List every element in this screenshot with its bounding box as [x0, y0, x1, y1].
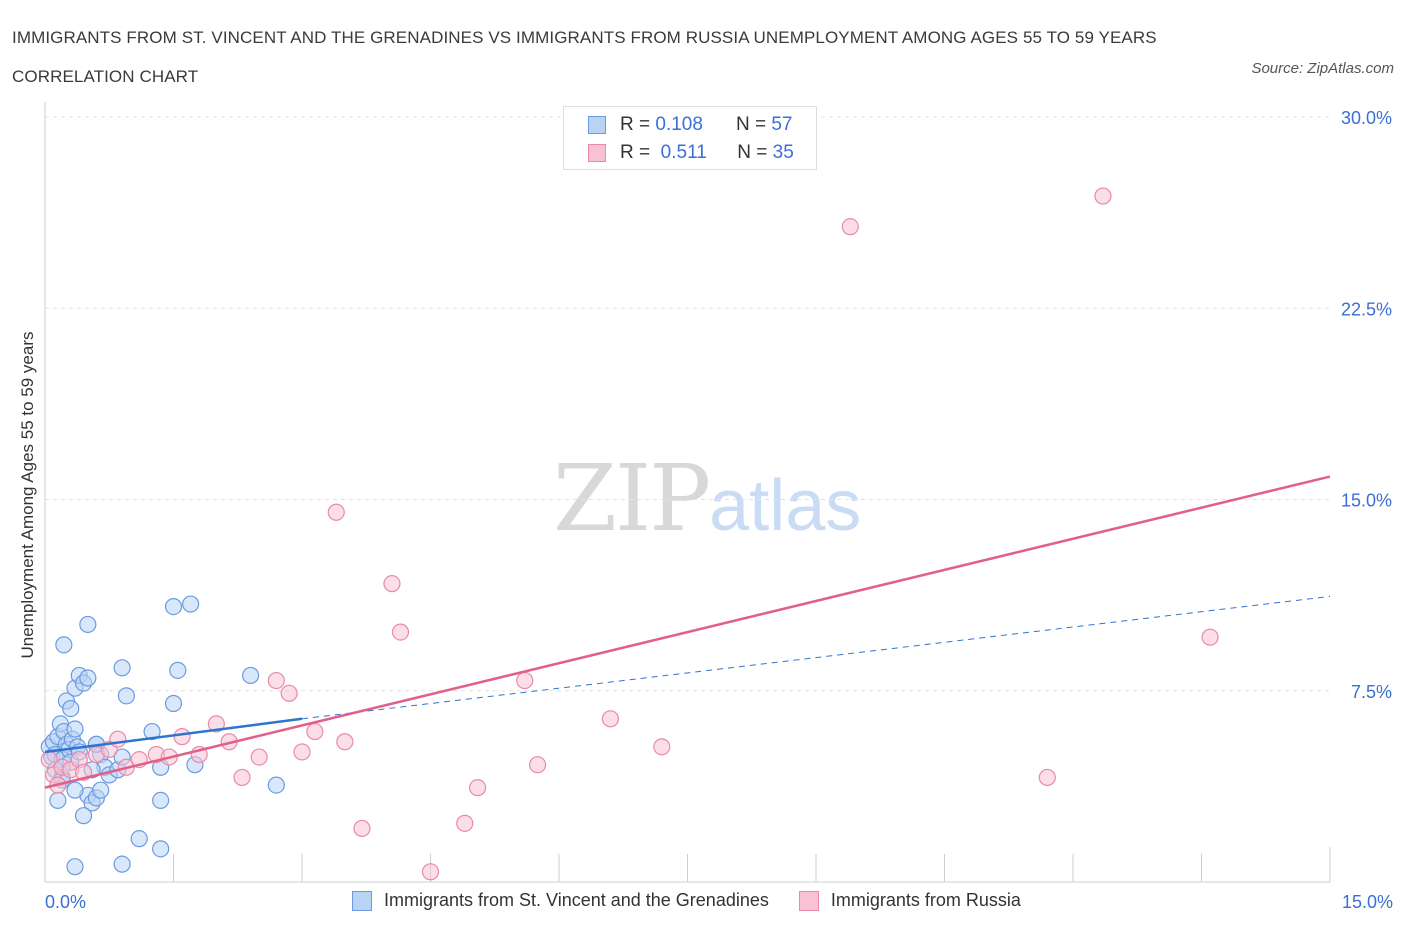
st-vincent-point [55, 636, 73, 654]
st-vincent-trend-extension [301, 595, 1331, 720]
series-legend: Immigrants from St. Vincent and the Gren… [352, 890, 1051, 911]
st-vincent-point [130, 830, 148, 848]
st-vincent-point [62, 699, 80, 718]
legend-label: Immigrants from St. Vincent and the Gren… [384, 890, 769, 910]
russia-point [469, 779, 487, 797]
st-vincent-point [267, 776, 285, 794]
st-vincent-point [66, 858, 84, 876]
russia-point [653, 738, 671, 756]
st-vincent-point [66, 720, 84, 738]
st-vincent-point [152, 791, 170, 810]
legend-r-label: R = [620, 142, 651, 163]
legend-r-value: 0.511 [660, 142, 707, 163]
russia-point [267, 671, 285, 690]
y-tick-label: 7.5% [1351, 682, 1392, 702]
legend-row-pink: R = 0.511 N = 35 [588, 141, 794, 165]
y-tick-label: 22.5% [1341, 299, 1392, 319]
legend-r-value: 0.108 [655, 114, 703, 135]
st-vincent-point [164, 694, 183, 713]
st-vincent-point [74, 807, 93, 825]
russia-trendline [44, 475, 1331, 789]
legend-swatch-blue [352, 890, 372, 911]
legend-n-value: 35 [772, 142, 794, 163]
russia-point [293, 743, 311, 761]
russia-point [353, 819, 371, 838]
russia-point [601, 710, 620, 728]
russia-point [173, 728, 191, 746]
russia-point [841, 218, 859, 236]
x-tick-label: 0.0% [45, 892, 86, 912]
st-vincent-point [242, 666, 260, 685]
legend-row-blue: R = 0.108 N = 57 [588, 113, 792, 137]
source-label: Source: ZipAtlas.com [1251, 60, 1394, 77]
russia-point [1201, 628, 1219, 646]
y-tick-label: 30.0% [1341, 108, 1392, 128]
russia-point [1038, 768, 1056, 787]
watermark-zip: ZIP [553, 445, 711, 552]
russia-point [280, 684, 298, 702]
russia-point [383, 575, 401, 593]
st-vincent-point [66, 781, 84, 799]
legend-n-label: N = [735, 114, 767, 135]
st-vincent-point [92, 781, 110, 799]
russia-point [233, 768, 251, 787]
st-vincent-point [113, 855, 131, 873]
st-vincent-point [113, 659, 131, 677]
st-vincent-point [152, 840, 170, 858]
legend-r-label: R = [620, 114, 651, 135]
russia-point [1094, 187, 1112, 205]
watermark-atlas: atlas [709, 466, 862, 546]
st-vincent-point [169, 661, 187, 679]
russia-point [336, 733, 354, 751]
russia-point [250, 748, 268, 766]
russia-point [421, 863, 440, 881]
russia-point [456, 814, 474, 832]
russia-point [528, 756, 547, 774]
st-vincent-point [143, 722, 161, 741]
st-vincent-point [79, 669, 97, 687]
legend-swatch-pink [798, 890, 819, 911]
x-tick-label: 15.0% [1342, 892, 1393, 912]
y-tick-label: 15.0% [1341, 491, 1392, 511]
legend-item-st-vincent[interactable]: Immigrants from St. Vincent and the Gren… [352, 890, 769, 911]
chart-title: IMMIGRANTS FROM ST. VINCENT AND THE GREN… [12, 28, 1157, 86]
russia-point [306, 722, 324, 741]
watermark: ZIPatlas [553, 445, 861, 552]
st-vincent-point [164, 597, 183, 616]
russia-point [109, 730, 127, 748]
st-vincent-point [79, 615, 97, 634]
legend-item-russia[interactable]: Immigrants from Russia [798, 890, 1021, 911]
legend-swatch-blue [588, 116, 606, 134]
russia-point [327, 503, 345, 521]
correlation-legend: R = 0.108 N = 57 R = 0.511 N = 35 [563, 106, 817, 170]
st-vincent-point [117, 687, 135, 705]
legend-n-value: 57 [771, 114, 793, 135]
russia-point [391, 623, 410, 641]
russia-point [207, 715, 225, 733]
russia-point [516, 671, 534, 690]
st-vincent-point [49, 791, 67, 810]
st-vincent-point [182, 595, 200, 613]
st-vincent-trendline [44, 717, 303, 754]
legend-n-label: N = [737, 142, 768, 163]
legend-swatch-pink [588, 144, 606, 162]
legend-label: Immigrants from Russia [830, 890, 1021, 910]
